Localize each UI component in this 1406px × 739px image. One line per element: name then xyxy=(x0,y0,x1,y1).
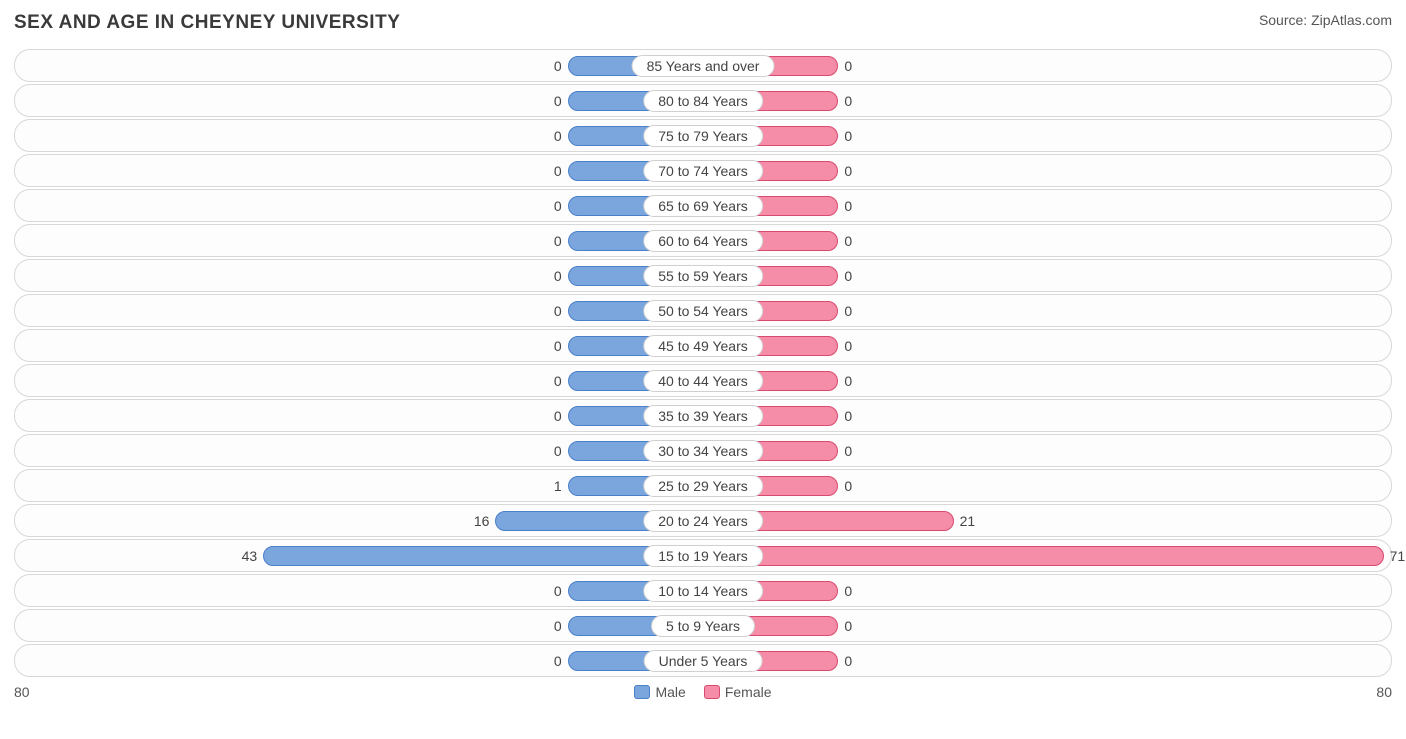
male-value: 43 xyxy=(242,548,258,564)
age-category-label: 20 to 24 Years xyxy=(643,510,763,532)
chart-header: SEX AND AGE IN CHEYNEY UNIVERSITY Source… xyxy=(14,12,1392,34)
age-category-label: 45 to 49 Years xyxy=(643,335,763,357)
pyramid-row: 0 0 80 to 84 Years xyxy=(14,83,1392,118)
age-category-label: 30 to 34 Years xyxy=(643,440,763,462)
age-category-label: 70 to 74 Years xyxy=(643,160,763,182)
age-category-label: 10 to 14 Years xyxy=(643,580,763,602)
pyramid-row: 0 0 45 to 49 Years xyxy=(14,328,1392,363)
female-value: 0 xyxy=(844,443,852,459)
pyramid-row: 0 0 50 to 54 Years xyxy=(14,293,1392,328)
chart-title: SEX AND AGE IN CHEYNEY UNIVERSITY xyxy=(14,12,400,34)
age-category-label: 65 to 69 Years xyxy=(643,195,763,217)
male-value: 0 xyxy=(554,198,562,214)
legend-female-swatch xyxy=(704,685,720,699)
age-category-label: Under 5 Years xyxy=(644,650,763,672)
chart-footer: 80 Male Female 80 xyxy=(14,684,1392,700)
age-category-label: 5 to 9 Years xyxy=(651,615,755,637)
female-value: 71 xyxy=(1390,548,1406,564)
legend-male: Male xyxy=(634,684,685,700)
age-category-label: 85 Years and over xyxy=(632,55,775,77)
male-value: 0 xyxy=(554,268,562,284)
female-value: 0 xyxy=(844,93,852,109)
chart-source: Source: ZipAtlas.com xyxy=(1259,12,1392,28)
female-value: 0 xyxy=(844,583,852,599)
female-value: 0 xyxy=(844,478,852,494)
male-value: 0 xyxy=(554,58,562,74)
male-value: 0 xyxy=(554,653,562,669)
pyramid-row: 0 0 60 to 64 Years xyxy=(14,223,1392,258)
female-value: 21 xyxy=(960,513,976,529)
age-category-label: 40 to 44 Years xyxy=(643,370,763,392)
pyramid-row: 0 0 75 to 79 Years xyxy=(14,118,1392,153)
female-value: 0 xyxy=(844,128,852,144)
pyramid-row: 0 0 35 to 39 Years xyxy=(14,398,1392,433)
age-category-label: 55 to 59 Years xyxy=(643,265,763,287)
age-category-label: 35 to 39 Years xyxy=(643,405,763,427)
legend-female-label: Female xyxy=(725,684,772,700)
male-value: 0 xyxy=(554,583,562,599)
pyramid-row: 0 0 40 to 44 Years xyxy=(14,363,1392,398)
male-value: 0 xyxy=(554,163,562,179)
female-value: 0 xyxy=(844,233,852,249)
female-value: 0 xyxy=(844,303,852,319)
pyramid-row: 0 0 70 to 74 Years xyxy=(14,153,1392,188)
axis-max-left: 80 xyxy=(14,684,30,700)
population-pyramid-chart: 0 0 85 Years and over 0 0 80 to 84 Years 0 0 75 … xyxy=(14,48,1392,678)
female-bar xyxy=(703,546,1384,566)
pyramid-row: 0 0 10 to 14 Years xyxy=(14,573,1392,608)
male-value: 0 xyxy=(554,338,562,354)
male-value: 0 xyxy=(554,93,562,109)
female-value: 0 xyxy=(844,58,852,74)
pyramid-row: 437115 to 19 Years xyxy=(14,538,1392,573)
male-value: 0 xyxy=(554,618,562,634)
female-value: 0 xyxy=(844,163,852,179)
female-value: 0 xyxy=(844,653,852,669)
legend-female: Female xyxy=(704,684,772,700)
legend-male-label: Male xyxy=(655,684,685,700)
male-value: 16 xyxy=(474,513,490,529)
female-value: 0 xyxy=(844,268,852,284)
female-value: 0 xyxy=(844,198,852,214)
age-category-label: 80 to 84 Years xyxy=(643,90,763,112)
pyramid-row: 0 0 65 to 69 Years xyxy=(14,188,1392,223)
age-category-label: 50 to 54 Years xyxy=(643,300,763,322)
male-value: 0 xyxy=(554,443,562,459)
age-category-label: 15 to 19 Years xyxy=(643,545,763,567)
age-category-label: 25 to 29 Years xyxy=(643,475,763,497)
male-value: 0 xyxy=(554,408,562,424)
male-value: 0 xyxy=(554,303,562,319)
chart-legend: Male Female xyxy=(634,684,771,700)
female-value: 0 xyxy=(844,373,852,389)
female-value: 0 xyxy=(844,338,852,354)
pyramid-row: 0 0 Under 5 Years xyxy=(14,643,1392,678)
pyramid-row: 0 0 85 Years and over xyxy=(14,48,1392,83)
pyramid-row: 0 0 55 to 59 Years xyxy=(14,258,1392,293)
male-value: 0 xyxy=(554,128,562,144)
female-value: 0 xyxy=(844,408,852,424)
pyramid-row: 0 0 5 to 9 Years xyxy=(14,608,1392,643)
male-value: 1 xyxy=(554,478,562,494)
age-category-label: 75 to 79 Years xyxy=(643,125,763,147)
axis-max-right: 80 xyxy=(1376,684,1392,700)
male-value: 0 xyxy=(554,233,562,249)
male-value: 0 xyxy=(554,373,562,389)
pyramid-row: 0 0 30 to 34 Years xyxy=(14,433,1392,468)
female-value: 0 xyxy=(844,618,852,634)
age-category-label: 60 to 64 Years xyxy=(643,230,763,252)
pyramid-row: 16 21 20 to 24 Years xyxy=(14,503,1392,538)
male-bar xyxy=(263,546,703,566)
pyramid-row: 1 0 25 to 29 Years xyxy=(14,468,1392,503)
legend-male-swatch xyxy=(634,685,650,699)
